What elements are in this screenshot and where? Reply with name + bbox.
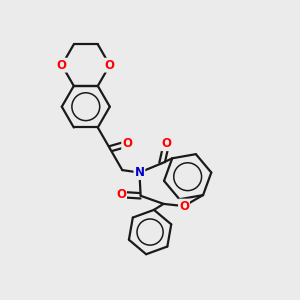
Text: O: O: [179, 200, 189, 213]
Text: O: O: [122, 137, 132, 150]
Text: O: O: [161, 137, 171, 150]
Text: O: O: [105, 58, 115, 72]
Text: O: O: [57, 58, 67, 72]
Text: O: O: [116, 188, 126, 201]
Text: N: N: [134, 166, 144, 179]
